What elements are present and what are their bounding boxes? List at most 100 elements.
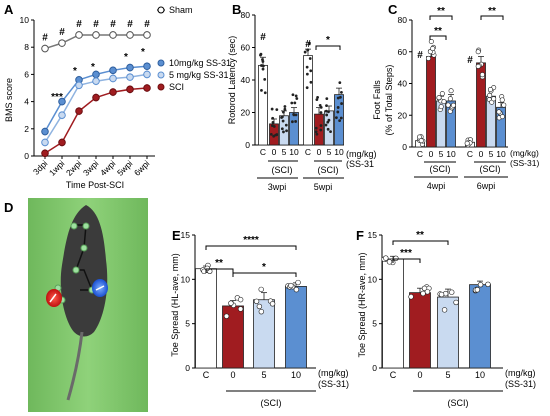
a-data-point [109, 74, 117, 83]
c-data-point [475, 63, 481, 69]
b-data-point [283, 107, 287, 111]
a-hash: # [110, 19, 116, 30]
b-data-point [270, 107, 274, 111]
b-data-point [325, 113, 329, 117]
panel-d-letter: D [4, 200, 13, 215]
e-unit-1: (mg/kg) [318, 368, 349, 378]
a-hash: # [93, 19, 99, 30]
a-data-point [58, 39, 66, 47]
b-category-label: C [305, 147, 311, 157]
a-hash-annotations: # # # # # # # [42, 19, 150, 44]
legend-sham-marker [157, 6, 165, 14]
a-hash: # [42, 33, 48, 44]
b-data-point [282, 110, 285, 114]
e-y-tick-label: 5 [185, 319, 190, 329]
c-data-point [450, 102, 456, 108]
e-data-point [258, 308, 265, 315]
b-data-point [285, 129, 288, 133]
a-y-ticks: 0 2 4 6 8 10 [20, 15, 34, 161]
b-y-label: Rotorod Latency (sec) [227, 36, 237, 125]
f-data-point [421, 285, 428, 292]
f-bar [469, 284, 491, 369]
e-data-point [228, 300, 234, 306]
c-data-point [464, 140, 470, 146]
a-y-tick-label: 8 [24, 42, 29, 52]
a-data-point [143, 70, 151, 79]
marker-dot [80, 244, 88, 252]
c-bracket-2 [429, 35, 447, 40]
f-y-tick-label: 5 [372, 319, 377, 329]
b-data-point [275, 108, 279, 112]
b-data-point [340, 102, 343, 105]
a-annot-5wpi: * [124, 52, 128, 63]
f-data-point [441, 307, 448, 313]
c-data-point [499, 114, 505, 120]
a-y-label: BMS score [4, 78, 14, 122]
a-x-tick-label: 3dpi [31, 158, 50, 177]
a-data-point [75, 31, 83, 39]
b-data-point [305, 72, 309, 76]
b-category-label: 0 [272, 147, 277, 157]
b-group-2: 5wpi [314, 182, 333, 192]
f-bar [409, 292, 431, 369]
a-x-tick-label: 3wpi [81, 158, 101, 178]
a-hash: # [144, 19, 150, 30]
a-data-point [126, 31, 134, 39]
a-data-point [92, 31, 100, 39]
b-data-point [319, 128, 323, 132]
b-data-point [319, 124, 323, 127]
a-data-point [109, 66, 117, 75]
b-data-point [280, 127, 284, 131]
b-data-point [291, 120, 294, 124]
b-data-point [291, 93, 295, 97]
c-data-point [487, 92, 493, 98]
e-bar [253, 299, 275, 369]
a-data-point [143, 62, 151, 71]
b-data-point [305, 86, 309, 90]
c-data-point [436, 95, 442, 101]
c-star-1: ** [437, 6, 445, 17]
a-data-point [92, 93, 100, 102]
f-data-point [408, 294, 414, 300]
a-annot-2wpi: * [73, 66, 77, 77]
b-data-point [261, 60, 265, 63]
f-bar [382, 258, 404, 369]
b-category-label: 0 [317, 147, 322, 157]
b-data-point [314, 130, 318, 134]
b-data-point [319, 111, 323, 114]
b-data-point [338, 81, 342, 85]
c-data-point [499, 97, 505, 103]
c-y-tick-label: 0 [402, 142, 407, 152]
f-data-point [474, 287, 481, 293]
b-data-point [325, 97, 329, 100]
b-data-point [292, 113, 296, 116]
e-data-point [237, 306, 244, 312]
b-data-point [316, 95, 319, 99]
c-data-point [501, 102, 507, 108]
b-hash-2: # [305, 39, 311, 50]
b-data-point [308, 57, 312, 60]
b-unit-1: (mg/kg) [346, 149, 377, 159]
b-data-point [294, 113, 298, 117]
c-group-2: 6wpi [477, 181, 496, 191]
e-y-ticks: 0 5 10 15 [181, 230, 195, 373]
f-bracket-1 [392, 258, 421, 263]
b-y-tick-label: 60 [241, 43, 251, 53]
e-y-tick-label: 15 [181, 230, 191, 240]
f-category-label: 0 [417, 370, 422, 380]
e-bracket-2 [205, 245, 297, 250]
c-data-point [479, 72, 485, 78]
b-data-point [339, 116, 343, 120]
b-bar [314, 113, 324, 146]
b-data-point [315, 132, 319, 136]
a-data-point [75, 107, 83, 115]
c-category-label: C [467, 149, 473, 159]
b-data-point [326, 127, 330, 131]
b-data-point [327, 118, 331, 122]
a-data-point [41, 127, 49, 136]
b-sig-bracket [315, 45, 341, 50]
legend-5: 5 mg/kg SS-31 [169, 70, 229, 80]
a-data-point [143, 84, 151, 92]
b-data-point [280, 116, 283, 119]
